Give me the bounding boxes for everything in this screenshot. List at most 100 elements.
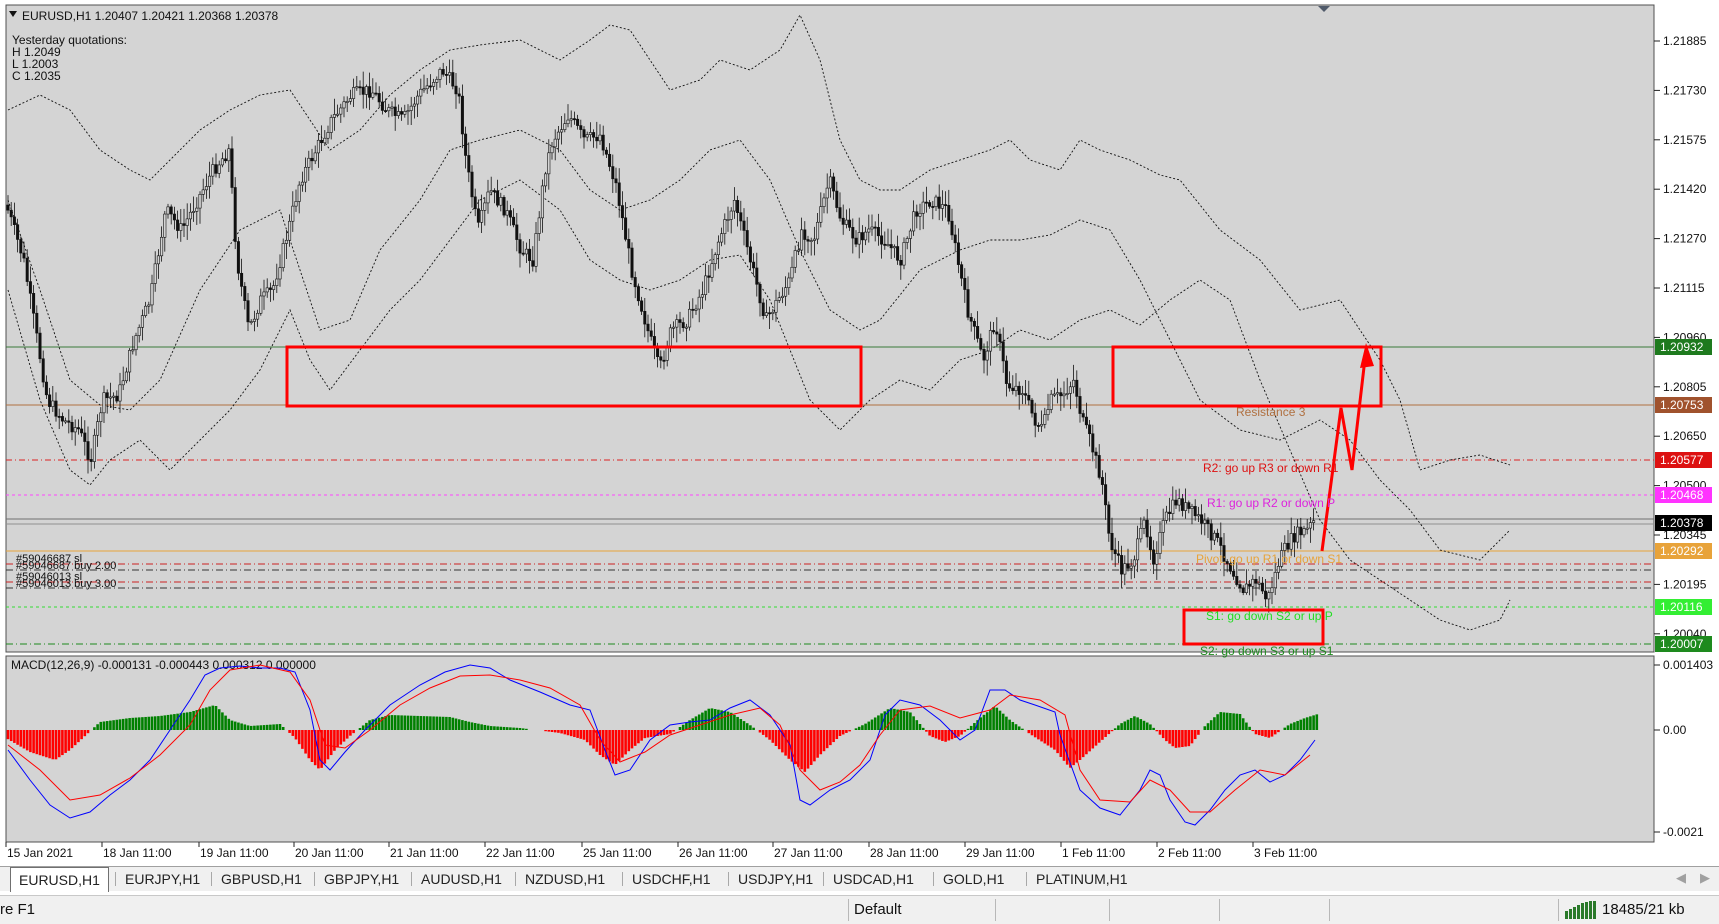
macd-histogram-bar [1286, 725, 1290, 730]
macd-histogram-bar [560, 730, 563, 734]
candle-body [1241, 587, 1245, 594]
candle-body [105, 392, 109, 399]
tab-nzdusd-h1[interactable]: NZDUSD,H1 [525, 871, 606, 887]
macd-histogram-bar [627, 730, 631, 752]
candle-body [550, 146, 554, 154]
candle-body [1078, 396, 1082, 414]
tab-separator [728, 872, 729, 886]
macd-histogram-bar [128, 718, 131, 730]
candle-body [1036, 425, 1040, 427]
candle-body [1196, 514, 1200, 517]
level-tag-bg [1655, 599, 1712, 615]
candle-body [598, 134, 602, 142]
macd-histogram-bar [86, 730, 90, 734]
macd-histogram-bar [579, 730, 583, 739]
tab-usdcad-h1[interactable]: USDCAD,H1 [833, 871, 914, 887]
macd-histogram-bar [1043, 730, 1047, 744]
macd-histogram-bar [678, 727, 682, 730]
macd-histogram-bar [262, 725, 266, 730]
tab-platinum-h1[interactable]: PLATINUM,H1 [1036, 871, 1128, 887]
candle-body [1235, 576, 1239, 585]
macd-histogram-bar [118, 719, 122, 730]
tab-gbpusd-h1[interactable]: GBPUSD,H1 [221, 871, 302, 887]
tab-gbpjpy-h1[interactable]: GBPJPY,H1 [324, 871, 400, 887]
date-tick-label: 29 Jan 11:00 [966, 846, 1035, 860]
macd-histogram-bar [387, 715, 391, 730]
macd-histogram-bar [1040, 730, 1043, 742]
tab-usdjpy-h1[interactable]: USDJPY,H1 [738, 871, 814, 887]
candle-body [742, 220, 746, 231]
macd-histogram-bar [1069, 730, 1072, 768]
candle-body [1251, 578, 1255, 587]
macd-histogram-bar [585, 730, 589, 743]
tab-eurjpy-h1[interactable]: EURJPY,H1 [125, 871, 201, 887]
candle-body [70, 422, 74, 433]
candle-body [150, 283, 154, 306]
macd-histogram-bar [192, 710, 195, 730]
macd-histogram-bar [845, 730, 848, 733]
macd-histogram-bar [934, 730, 938, 739]
candle-body [1136, 538, 1140, 561]
macd-label: MACD(12,26,9) -0.000131 -0.000443 0.0003… [11, 658, 316, 672]
candle-body [233, 187, 237, 242]
macd-histogram-bar [1206, 723, 1210, 730]
macd-histogram-bar [45, 730, 48, 758]
candle-body [144, 305, 148, 316]
tab-separator [411, 872, 412, 886]
macd-histogram-bar [1126, 719, 1130, 730]
tab-audusd-h1[interactable]: AUDUSD,H1 [421, 871, 502, 887]
tabs-scroll-right-icon[interactable]: ▶ [1700, 870, 1710, 885]
candle-body [883, 243, 887, 246]
candle-body [854, 237, 858, 245]
candle-body [1267, 592, 1271, 600]
tabs-scroll-left-icon[interactable]: ◀ [1676, 870, 1686, 885]
macd-histogram-bar [269, 724, 272, 730]
macd-histogram-bar [729, 712, 733, 730]
macd-histogram-bar [1030, 730, 1034, 736]
candle-body [604, 149, 608, 155]
price-tick-label: 1.21270 [1663, 232, 1707, 246]
candle-body [1206, 519, 1210, 524]
candle-body [358, 86, 362, 89]
tab-eurusd-h1[interactable]: EURUSD,H1 [10, 867, 109, 892]
tab-gold-h1[interactable]: GOLD,H1 [943, 871, 1005, 887]
macd-histogram-bar [1232, 713, 1235, 730]
macd-histogram-bar [131, 717, 135, 730]
macd-histogram-bar [582, 730, 586, 740]
macd-histogram-bar [246, 725, 250, 730]
candle-body [121, 380, 125, 386]
candle-body [963, 277, 967, 290]
candle-body [800, 229, 804, 251]
macd-histogram-bar [662, 730, 666, 735]
macd-histogram-bar [253, 725, 256, 730]
candle-body [844, 219, 848, 225]
macd-histogram-bar [1181, 730, 1184, 748]
date-tick-label: 22 Jan 11:00 [486, 846, 555, 860]
candle-body [966, 289, 970, 318]
macd-histogram-bar [557, 730, 560, 733]
tab-separator [515, 872, 516, 886]
candle-body [531, 260, 535, 267]
macd-histogram-bar [947, 730, 951, 741]
yesterday-high: H 1.2049 [12, 45, 61, 59]
macd-histogram-bar [227, 718, 231, 730]
yesterday-close: C 1.2035 [12, 69, 61, 83]
macd-histogram-bar [1133, 716, 1136, 730]
candle-body [640, 300, 644, 312]
level-tag-bg [1655, 515, 1712, 531]
price-chart[interactable]: Resistance 3 R2: go up R3 or down R1 R1:… [0, 0, 1719, 866]
tab-usdchf-h1[interactable]: USDCHF,H1 [632, 871, 711, 887]
candle-body [48, 394, 52, 407]
macd-histogram-bar [1081, 730, 1085, 758]
macd-histogram-bar [1213, 717, 1216, 730]
candle-body [937, 196, 941, 209]
candle-body [76, 427, 80, 430]
chart-menu-arrow-icon[interactable] [9, 11, 17, 17]
chart-shift-marker-icon[interactable] [1318, 6, 1330, 12]
macd-histogram-bar [38, 730, 42, 756]
candle-body [787, 277, 791, 288]
candle-body [518, 239, 522, 254]
candle-body [124, 371, 128, 382]
macd-histogram-bar [566, 730, 570, 736]
